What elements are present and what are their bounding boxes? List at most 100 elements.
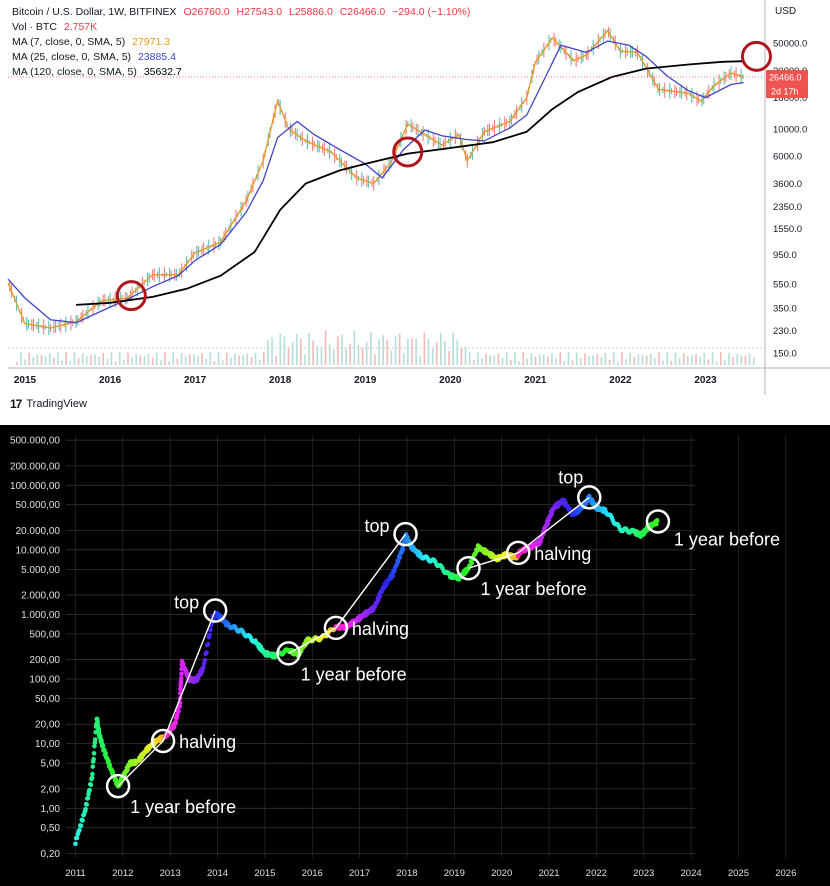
volume-bar [209,352,212,365]
volume-bar [456,339,459,365]
tradingview-brand[interactable]: 17 TradingView [10,397,87,411]
volume-bar [184,356,187,365]
volume-bar [57,352,59,365]
volume-bar [382,335,384,365]
cycle-marker-label: top [558,467,583,487]
price-dot [545,520,551,526]
price-dot [91,756,96,762]
volume-bar [468,352,471,365]
price-dot [654,521,659,527]
cycle-marker-circle [456,555,481,581]
y-tick-label: 550.0 [773,279,797,290]
price-dot [78,823,84,829]
volume-bar [748,353,751,365]
volume-bar [571,360,574,365]
price-dot [178,676,184,681]
volume-bar [316,346,319,365]
currency-label: USD [775,6,796,17]
x-tick-label: 2015 [14,375,37,386]
volume-bar [493,355,496,365]
x-tick-label: 2018 [396,868,417,879]
volume-bar [497,353,500,365]
price-dot [549,511,555,516]
volume-bar [16,362,18,365]
plot-background [8,8,765,365]
volume-bar [510,359,512,365]
cycle-marker-label: halving [352,619,409,639]
volume-bar [65,352,67,365]
volume-bar [94,354,96,365]
price-dot [195,676,201,682]
tradingview-name: TradingView [26,398,87,410]
x-tick-label: 2016 [302,868,323,879]
volume-bar [172,352,175,365]
price-dot [395,559,401,564]
x-tick-label: 2023 [694,375,717,386]
volume-bar [423,332,426,365]
y-tick-label: 3600.0 [773,179,802,190]
price-dot [377,593,383,599]
btc-weekly-chart: 50000.030000.018000.010000.06000.03600.0… [7,0,830,395]
volume-bar [324,330,327,365]
red-circle-marker [740,40,772,72]
volume-bar [604,352,607,365]
y-tick-label: 0,20 [41,849,61,860]
volume-bar [390,350,393,365]
cycle-marker-label: 1 year before [674,529,780,549]
red-circle-marker [115,280,147,312]
volume-bar [345,348,347,365]
volume-bar [596,353,599,365]
price-dot [202,657,208,663]
volume-bar [304,354,306,365]
volume-bar [575,352,578,365]
volume-bar [715,361,718,365]
y-tick-label: 50,00 [35,694,60,705]
volume-bar [180,353,183,365]
price-dot [654,518,660,523]
y-tick-label: 0,50 [41,823,61,834]
symbol-title: Bitcoin / U.S. Dollar, 1W, BITFINEX [12,6,177,18]
volume-bar [724,359,726,365]
halving-cycle-chart-panel: 500.000,00 200.000,00 100.000,00 50.000,00 2… [0,425,830,886]
volume-bar [328,343,331,365]
volume-bar [370,332,372,365]
volume-bar [501,357,504,365]
price-dot [173,719,179,725]
volume-bar [213,361,216,365]
volume-bar [444,341,446,365]
volume-bar [633,356,636,365]
volume-bar [337,336,339,365]
volume-bar [472,359,475,365]
volume-bar [378,339,380,365]
y-tick-label: 1.000,00 [21,610,60,621]
price-dot [90,764,96,769]
volume-bar [291,342,294,365]
ma120-value: 35632.7 [143,66,182,78]
x-tick-label: 2021 [538,868,559,879]
volume-bar [193,354,195,365]
tradingview-logo-icon: 17 [10,397,22,411]
volume-bar [707,359,710,365]
volume-bar [349,343,352,365]
cycle-connector-line [117,610,216,787]
volume-bar [263,352,265,365]
volume-bar [365,342,368,365]
volume-bar [662,360,664,365]
volume-bar [518,361,520,365]
volume-bar [431,348,434,365]
volume-bar [295,334,298,365]
volume-bar [275,355,277,365]
ma-line-2 [7,40,744,324]
price-dot [207,632,212,638]
y-tick-label: 18000.0 [773,93,807,104]
price-dot [392,568,397,574]
volume-bar [637,354,640,365]
volume-bar [225,352,228,365]
price-dot [91,751,97,756]
volume-bar [464,347,467,365]
x-tick-label: 2013 [160,868,181,879]
y-tick-label: 200.000,00 [10,461,60,472]
volume-bar [44,355,47,365]
y-tick-label: 10,00 [35,739,60,750]
price-dot [92,743,97,749]
